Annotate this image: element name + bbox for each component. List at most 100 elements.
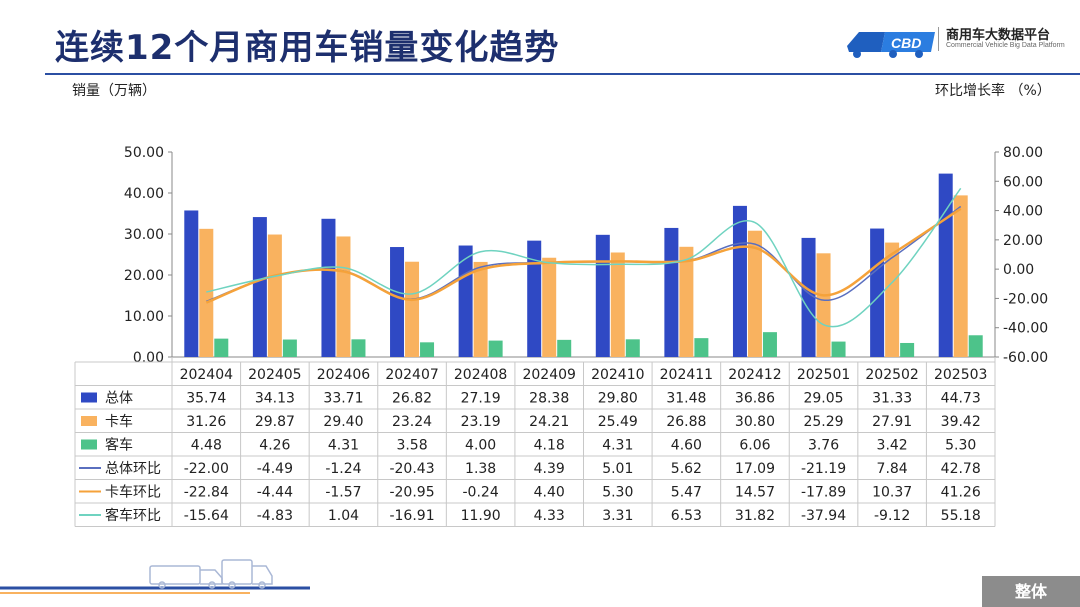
table-cell: 55.18: [941, 508, 981, 524]
table-cell: -4.44: [257, 484, 293, 500]
legend-swatch-卡车: [81, 416, 97, 426]
bar-总体: [801, 237, 816, 357]
y-tick-label: 20.00: [124, 268, 164, 284]
table-cell: 25.49: [598, 414, 638, 430]
table-cell: 4.31: [328, 437, 359, 453]
table-cell: 5.01: [602, 461, 633, 477]
table-cell: 11.90: [461, 508, 501, 524]
bar-客车: [282, 339, 297, 357]
x-tick-label: 202503: [934, 367, 987, 383]
y-tick-label: 0.00: [133, 350, 164, 366]
logo-name: 商用车大数据平台: [946, 28, 1051, 43]
bar-客车: [214, 338, 229, 357]
svg-text:CBD: CBD: [891, 35, 921, 51]
table-cell: 30.80: [735, 414, 775, 430]
table-cell: 39.42: [941, 414, 981, 430]
y-tick-label: 40.00: [124, 186, 164, 202]
bar-总体: [527, 240, 542, 357]
bar-卡车: [610, 252, 625, 357]
y2-tick-label: 60.00: [1003, 174, 1043, 190]
table-cell: 4.31: [602, 437, 633, 453]
table-cell: 4.48: [191, 437, 222, 453]
table-cell: 25.29: [803, 414, 843, 430]
table-cell: 5.30: [602, 484, 633, 500]
table-cell: 29.05: [803, 390, 843, 406]
table-cell: -0.24: [463, 484, 499, 500]
table-cell: 41.26: [941, 484, 981, 500]
y2-tick-label: 40.00: [1003, 204, 1043, 220]
table-cell: -20.43: [389, 461, 434, 477]
bar-客车: [694, 338, 709, 357]
table-cell: 1.38: [465, 461, 496, 477]
table-cell: -4.83: [257, 508, 293, 524]
trucks-decoration-icon: [0, 559, 310, 594]
table-cell: 34.13: [255, 390, 295, 406]
table-cell: -16.91: [389, 508, 434, 524]
table-cell: -20.95: [389, 484, 434, 500]
table-cell: 29.80: [598, 390, 638, 406]
table-cell: -1.24: [325, 461, 361, 477]
bar-总体: [390, 247, 405, 357]
table-cell: 6.06: [739, 437, 770, 453]
table-cell: 1.04: [328, 508, 359, 524]
bar-客车: [351, 339, 366, 357]
table-cell: 7.84: [877, 461, 908, 477]
x-tick-label: 202409: [522, 367, 575, 383]
table-cell: 4.40: [534, 484, 565, 500]
table-cell: 6.53: [671, 508, 702, 524]
bar-客车: [625, 339, 640, 357]
bar-客车: [968, 335, 983, 357]
x-tick-label: 202405: [248, 367, 301, 383]
y2-tick-label: -60.00: [1003, 350, 1048, 366]
table-cell: 24.21: [529, 414, 569, 430]
table-cell: 14.57: [735, 484, 775, 500]
legend-label: 总体环比: [105, 461, 161, 477]
y2-tick-label: 0.00: [1003, 262, 1034, 278]
table-cell: 4.60: [671, 437, 702, 453]
table-cell: 35.74: [186, 390, 226, 406]
legend-swatch-总体: [81, 392, 97, 403]
table-cell: 44.73: [941, 390, 981, 406]
bar-总体: [664, 227, 679, 357]
bar-总体: [732, 205, 747, 357]
table-cell: 27.91: [872, 414, 912, 430]
bar-客车: [420, 342, 435, 357]
table-cell: -37.94: [801, 508, 846, 524]
table-cell: -15.64: [184, 508, 229, 524]
section-badge: 整体: [982, 576, 1080, 607]
bar-卡车: [336, 236, 351, 357]
table-cell: 3.42: [877, 437, 908, 453]
bar-卡车: [473, 261, 488, 357]
table-cell: 4.00: [465, 437, 496, 453]
y2-tick-label: -20.00: [1003, 291, 1048, 307]
table-cell: 31.48: [666, 390, 706, 406]
table-cell: 3.58: [396, 437, 427, 453]
bar-客车: [557, 339, 572, 357]
bar-卡车: [542, 257, 557, 357]
table-cell: 17.09: [735, 461, 775, 477]
table-cell: 3.31: [602, 508, 633, 524]
x-tick-label: 202410: [591, 367, 644, 383]
x-tick-label: 202406: [317, 367, 371, 383]
y-tick-label: 50.00: [124, 145, 164, 161]
legend-swatch-客车: [81, 439, 97, 450]
table-cell: -22.00: [184, 461, 229, 477]
line-卡车环比: [205, 207, 962, 304]
table-cell: -4.49: [257, 461, 293, 477]
x-tick-label: 202408: [454, 367, 507, 383]
x-tick-label: 202502: [865, 367, 918, 383]
table-cell: -22.84: [184, 484, 229, 500]
bar-卡车: [816, 253, 831, 357]
bar-总体: [595, 234, 610, 357]
bar-卡车: [267, 234, 282, 357]
table-cell: 29.40: [323, 414, 363, 430]
y2-tick-label: -40.00: [1003, 321, 1048, 337]
bar-总体: [321, 218, 336, 357]
bar-卡车: [953, 195, 968, 357]
bar-卡车: [747, 230, 762, 357]
bar-卡车: [199, 228, 214, 357]
bar-客车: [831, 341, 846, 357]
bar-总体: [938, 173, 953, 357]
page-title: 连续12个月商用车销量变化趋势: [55, 28, 560, 68]
table-cell: 26.82: [392, 390, 432, 406]
